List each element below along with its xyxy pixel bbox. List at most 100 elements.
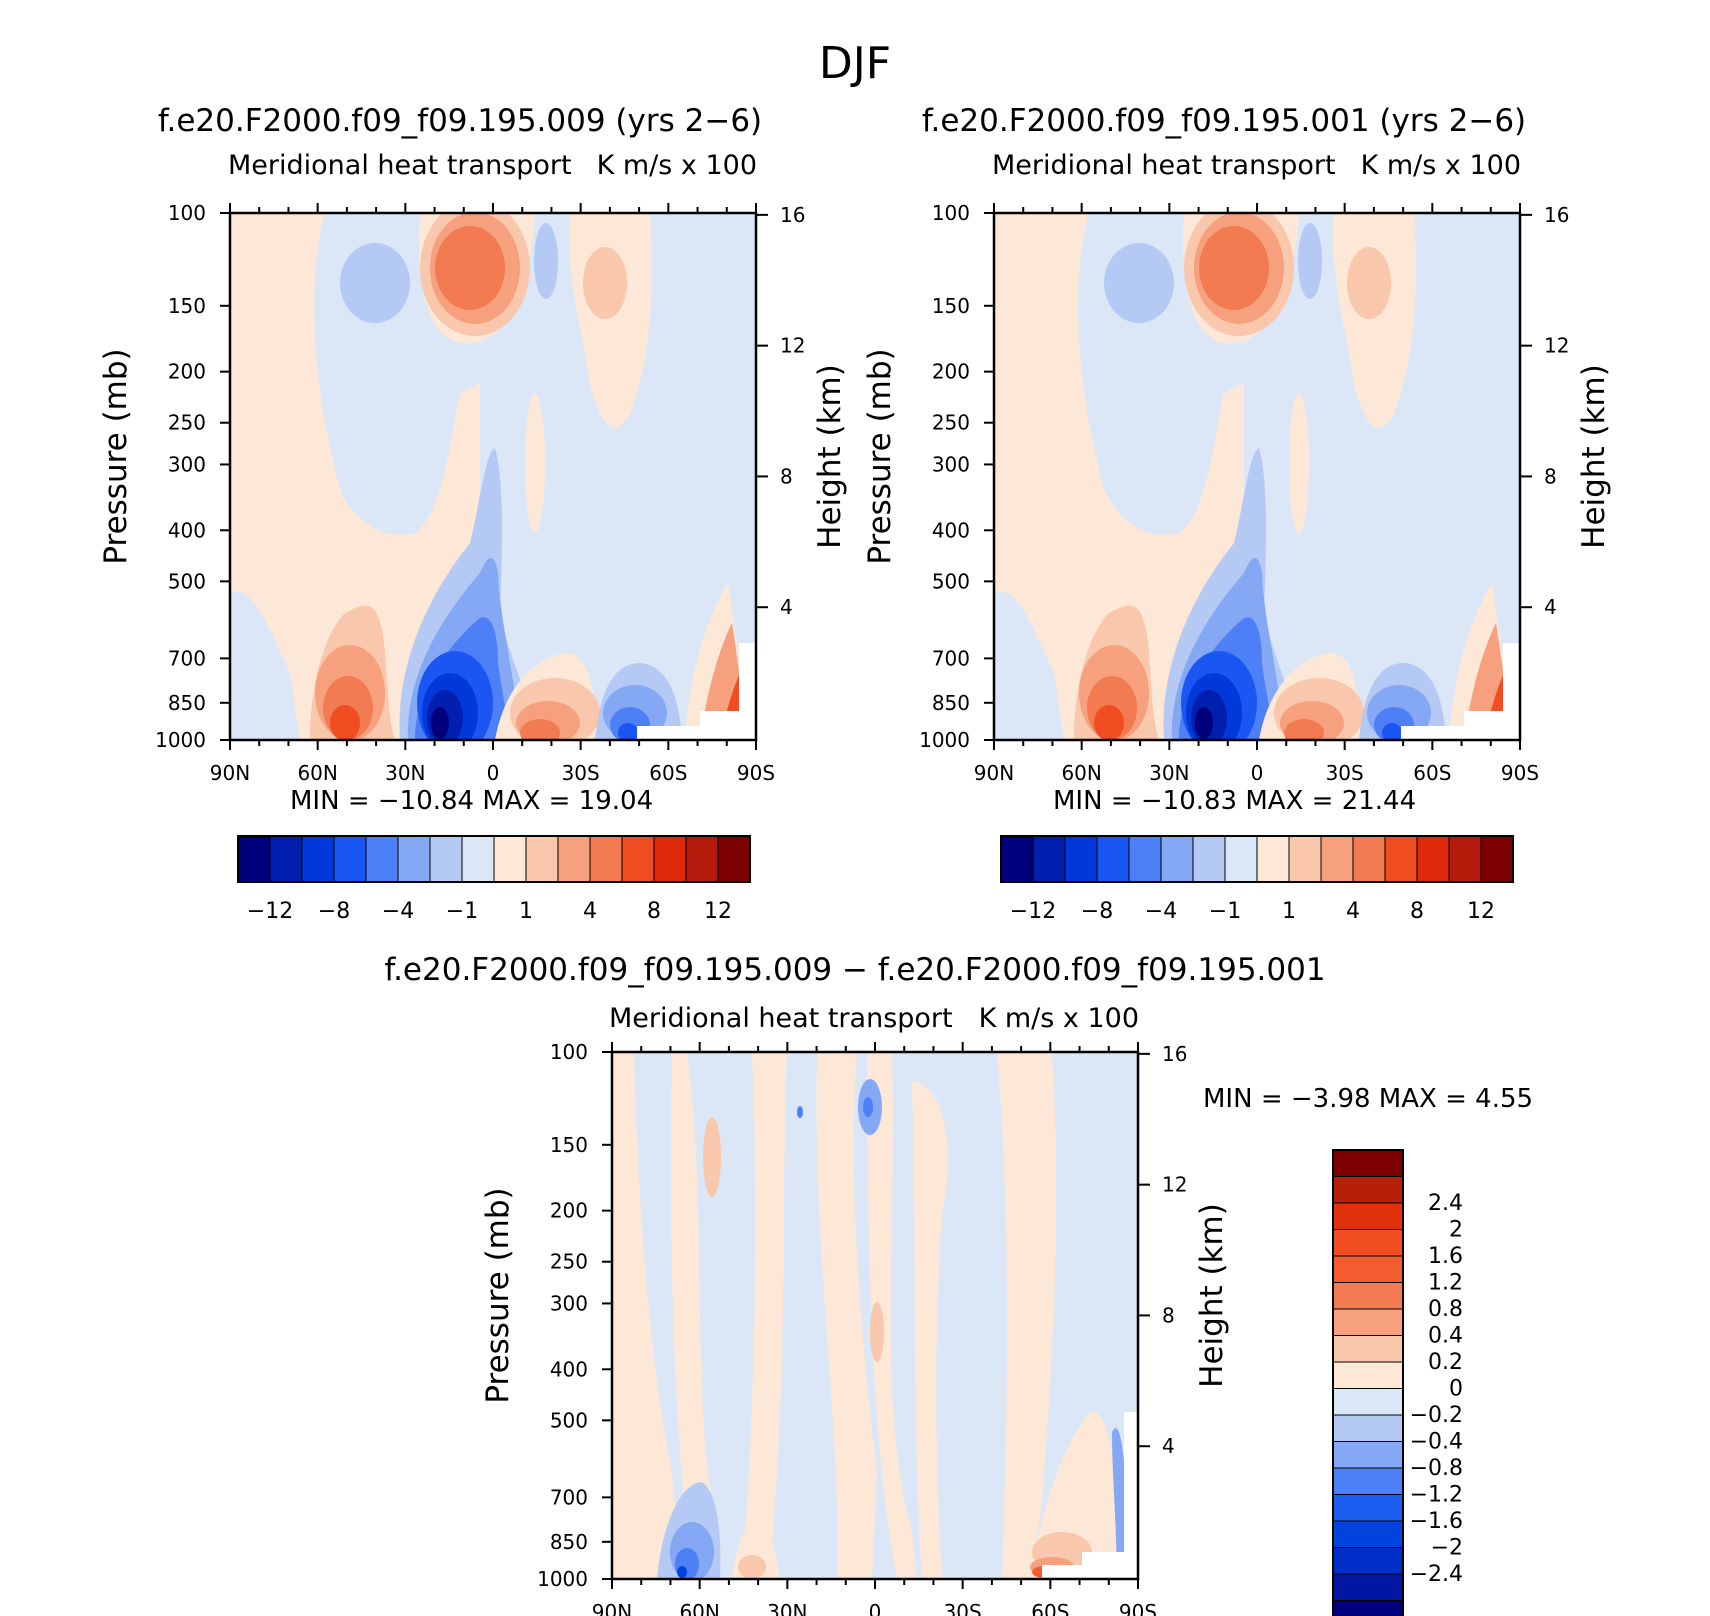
panel-right-colorbar-label: 1 bbox=[1282, 899, 1296, 924]
panel-left-field bbox=[230, 213, 756, 740]
panel-right-colorbar-box bbox=[1064, 835, 1098, 883]
panel-right-colorbar-box bbox=[1192, 835, 1226, 883]
panel-diff-colorbar-label: −1.2 bbox=[1410, 1483, 1463, 1508]
panel-right-neg-upper-core bbox=[1104, 243, 1174, 323]
panel-diff-pos-nh-strip-2 bbox=[742, 1052, 787, 1579]
panel-left-left-string: Meridional heat transport bbox=[228, 150, 572, 181]
panel-diff-colorbar-label: 1.2 bbox=[1428, 1271, 1463, 1296]
panel-right-colorbar-label: −8 bbox=[1081, 899, 1113, 924]
panel-diff-colorbar-box bbox=[1332, 1573, 1404, 1601]
panel-left-colorbar-label: −8 bbox=[318, 899, 350, 924]
panel-left-colorbar-label: 12 bbox=[704, 899, 732, 924]
panel-diff-neg-upper-eq-core bbox=[863, 1097, 873, 1117]
panel-diff-ytick-label: 700 bbox=[550, 1485, 588, 1509]
panel-left-colorbar-box bbox=[461, 835, 495, 883]
panel-right-colorbar-box bbox=[1352, 835, 1386, 883]
panel-diff-xtick-label: 30N bbox=[767, 1600, 807, 1616]
panel-right-colorbar-box bbox=[1448, 835, 1482, 883]
panel-left-colorbar-label: −4 bbox=[382, 899, 414, 924]
panel-left-colorbar-box bbox=[589, 835, 623, 883]
panel-diff-colorbar-box bbox=[1332, 1229, 1404, 1257]
panel-right-pos-low-sh-max bbox=[1284, 719, 1324, 740]
panel-diff-ytick-right-label: 16 bbox=[1162, 1042, 1187, 1066]
panel-diff-colorbar-label: −2 bbox=[1431, 1536, 1463, 1561]
panel-diff-pos-nh-strip-1 bbox=[671, 1052, 717, 1579]
panel-right-xtick-label: 60S bbox=[1413, 761, 1451, 785]
panel-left-colorbar-label: −1 bbox=[446, 899, 478, 924]
panel-right-xtick-label: 90N bbox=[974, 761, 1014, 785]
panel-right-colorbar-box bbox=[1160, 835, 1194, 883]
panel-right-xtick-label: 0 bbox=[1251, 761, 1264, 785]
panel-left-xtick-label: 90N bbox=[210, 761, 250, 785]
panel-right-ytick-right-label: 4 bbox=[1544, 595, 1557, 619]
panel-diff-left-string: Meridional heat transport bbox=[609, 1003, 953, 1034]
panel-diff-colorbar-label: 2 bbox=[1449, 1218, 1463, 1243]
panel-right-xtick-label: 30S bbox=[1326, 761, 1364, 785]
panel-right-ytick-label: 400 bbox=[932, 518, 970, 542]
panel-diff-pos-eq-core bbox=[870, 1302, 884, 1362]
panel-left-ytick-label: 500 bbox=[168, 569, 206, 593]
panel-diff-ytick-right-label: 12 bbox=[1162, 1173, 1187, 1197]
panel-left-colorbar-box bbox=[525, 835, 559, 883]
panel-diff-colorbar-label: −0.2 bbox=[1410, 1403, 1463, 1428]
panel-left-neg-low-pole bbox=[230, 591, 300, 740]
panel-diff-neg-low-nh-max bbox=[677, 1566, 687, 1578]
panel-right-field bbox=[994, 213, 1520, 740]
panel-diff-xtick-label: 60S bbox=[1031, 1600, 1069, 1616]
panel-right-ytick-right-label: 16 bbox=[1544, 203, 1569, 227]
panel-left-colorbar-box bbox=[429, 835, 463, 883]
panel-right-xtick-label: 90S bbox=[1501, 761, 1539, 785]
panel-left-ytick-right-label: 12 bbox=[780, 334, 805, 358]
panel-diff-xtick-label: 90S bbox=[1119, 1600, 1157, 1616]
panel-right-ytick-label: 250 bbox=[932, 411, 970, 435]
panel-left-ytick-label: 850 bbox=[168, 691, 206, 715]
panel-diff-colorbar-label: 0.8 bbox=[1428, 1297, 1463, 1322]
panel-diff-pos-nh-mid bbox=[703, 1117, 721, 1197]
figure-title: DJF bbox=[818, 38, 892, 89]
panel-left-ylabel-right: Height (km) bbox=[812, 364, 848, 549]
panel-right-pos-low-nh-max bbox=[1094, 705, 1124, 740]
panel-left-xtick-label: 60S bbox=[649, 761, 687, 785]
panel-diff-ytick-label: 850 bbox=[550, 1530, 588, 1554]
panel-left-ytick-label: 100 bbox=[168, 201, 206, 225]
panel-right-colorbar-label: 12 bbox=[1467, 899, 1495, 924]
panel-right-neg-upper-eq bbox=[1298, 223, 1322, 299]
panel-diff-colorbar-box bbox=[1332, 1149, 1404, 1177]
panel-right-colorbar-label: −4 bbox=[1145, 899, 1177, 924]
panel-left-ytick-label: 150 bbox=[168, 294, 206, 318]
panel-diff-xtick-label: 30S bbox=[944, 1600, 982, 1616]
panel-right-xtick-label: 60N bbox=[1061, 761, 1101, 785]
panel-left-xtick-label: 30N bbox=[385, 761, 425, 785]
panel-left-colorbar-box bbox=[557, 835, 591, 883]
panel-diff-axes: 100 150 200 250 300 400 500 700 850 1000 16 12 8 4 90N… bbox=[480, 1040, 1230, 1616]
panel-diff-ytick-label: 150 bbox=[550, 1133, 588, 1157]
panel-diff-ylabel: Pressure (mb) bbox=[480, 1187, 516, 1403]
panel-right-colorbar-box bbox=[1000, 835, 1034, 883]
panel-right-neg-low-pole bbox=[994, 591, 1064, 740]
panel-diff-ytick-label: 200 bbox=[550, 1199, 588, 1223]
panel-left-pos-low-nh-max bbox=[330, 705, 360, 740]
panel-left-colorbar-frame bbox=[237, 835, 751, 883]
panel-right-units: K m/s x 100 bbox=[1360, 150, 1521, 181]
panel-diff-colorbar-frame bbox=[1332, 1149, 1404, 1616]
panel-right-frame bbox=[992, 211, 1522, 742]
panel-diff-colorbar-box bbox=[1332, 1547, 1404, 1575]
panel-left-xtick-label: 90S bbox=[737, 761, 775, 785]
panel-diff-colorbar-label: −0.8 bbox=[1410, 1456, 1463, 1481]
panel-diff-xtick-label: 0 bbox=[869, 1600, 882, 1616]
panel-right-ytick-label: 200 bbox=[932, 360, 970, 384]
panel-right-colorbar-box bbox=[1384, 835, 1418, 883]
panel-left-neg-upper-eq bbox=[534, 223, 558, 299]
panel-left-fill-pos-nh bbox=[230, 213, 480, 740]
panel-diff-colorbar-label: 1.6 bbox=[1428, 1244, 1463, 1269]
panel-diff-ytick-right-label: 4 bbox=[1162, 1434, 1175, 1458]
panel-left-colorbar-box bbox=[493, 835, 527, 883]
panel-left-xtick-label: 60N bbox=[297, 761, 337, 785]
panel-left-neg-upper-core bbox=[340, 243, 410, 323]
panel-right-ytick-label: 100 bbox=[932, 201, 970, 225]
panel-right-colorbar-box bbox=[1032, 835, 1066, 883]
panel-left-pos-upper-sh-core bbox=[583, 247, 627, 319]
panel-diff-colorbar-box bbox=[1332, 1308, 1404, 1336]
panel-right-colorbar: −12 −8 −4 −1 1 4 8 12 bbox=[1000, 835, 1514, 924]
panel-right-xtick-label: 30N bbox=[1149, 761, 1189, 785]
